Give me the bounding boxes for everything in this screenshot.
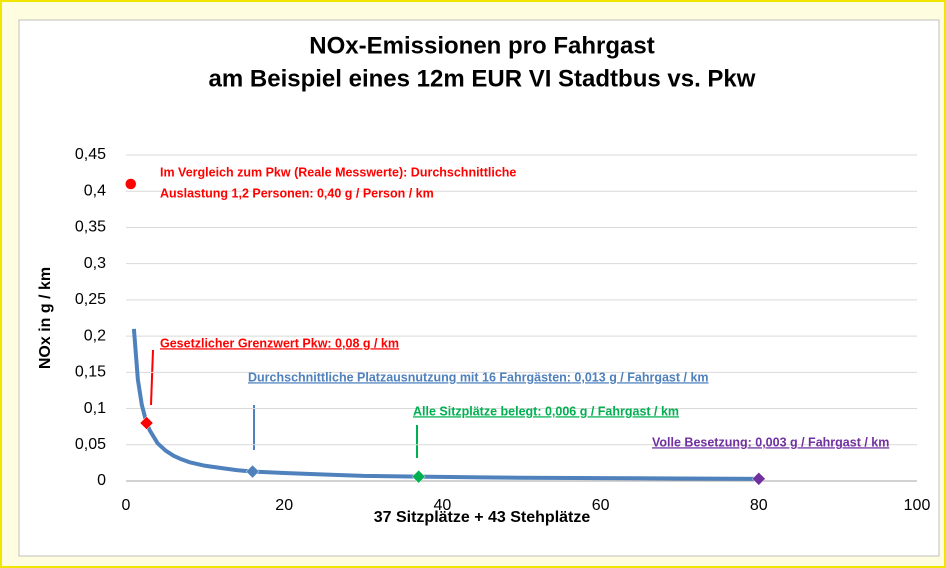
y-tick-label: 0,35 [75,219,106,236]
y-tick-label: 0,05 [75,436,106,453]
marker [124,178,137,190]
annotation: Durchschnittliche Platzausnutzung mit 16… [248,370,709,384]
x-tick-label: 60 [592,497,610,514]
annotation: Volle Besetzung: 0,003 g / Fahrgast / km [652,435,889,449]
y-tick-label: 0 [97,472,106,489]
x-tick-label: 100 [904,497,931,514]
x-tick-label: 0 [122,497,131,514]
leader-line [150,349,154,406]
annotation: Gesetzlicher Grenzwert Pkw: 0,08 g / km [160,336,399,350]
chart-title: am Beispiel eines 12m EUR VI Stadtbus vs… [209,65,756,92]
x-tick-label: 20 [275,497,293,514]
marker [139,416,154,430]
x-axis-label: 37 Sitzplätze + 43 Stehplätze [374,509,591,526]
y-tick-label: 0,45 [75,146,106,163]
y-tick-label: 0,1 [84,400,106,417]
x-tick-label: 80 [750,497,768,514]
x-tick-label: 40 [434,497,452,514]
marker [411,469,426,484]
y-tick-label: 0,4 [84,182,106,199]
chart-title: NOx-Emissionen pro Fahrgast [309,32,654,59]
marker [751,471,766,486]
annotation: Im Vergleich zum Pkw (Reale Messwerte): … [160,165,516,179]
y-tick-label: 0,15 [75,364,106,381]
annotation: Alle Sitzplätze belegt: 0,006 g / Fahrga… [413,404,679,418]
annotation: Auslastung 1,2 Personen: 0,40 g / Person… [160,186,434,200]
marker [245,464,260,479]
y-axis-label: NOx in g / km [37,267,54,369]
y-tick-label: 0,2 [84,327,106,344]
y-tick-label: 0,3 [84,255,106,272]
y-tick-label: 0,25 [75,291,106,308]
chart-area [18,19,940,557]
curve [131,328,759,481]
